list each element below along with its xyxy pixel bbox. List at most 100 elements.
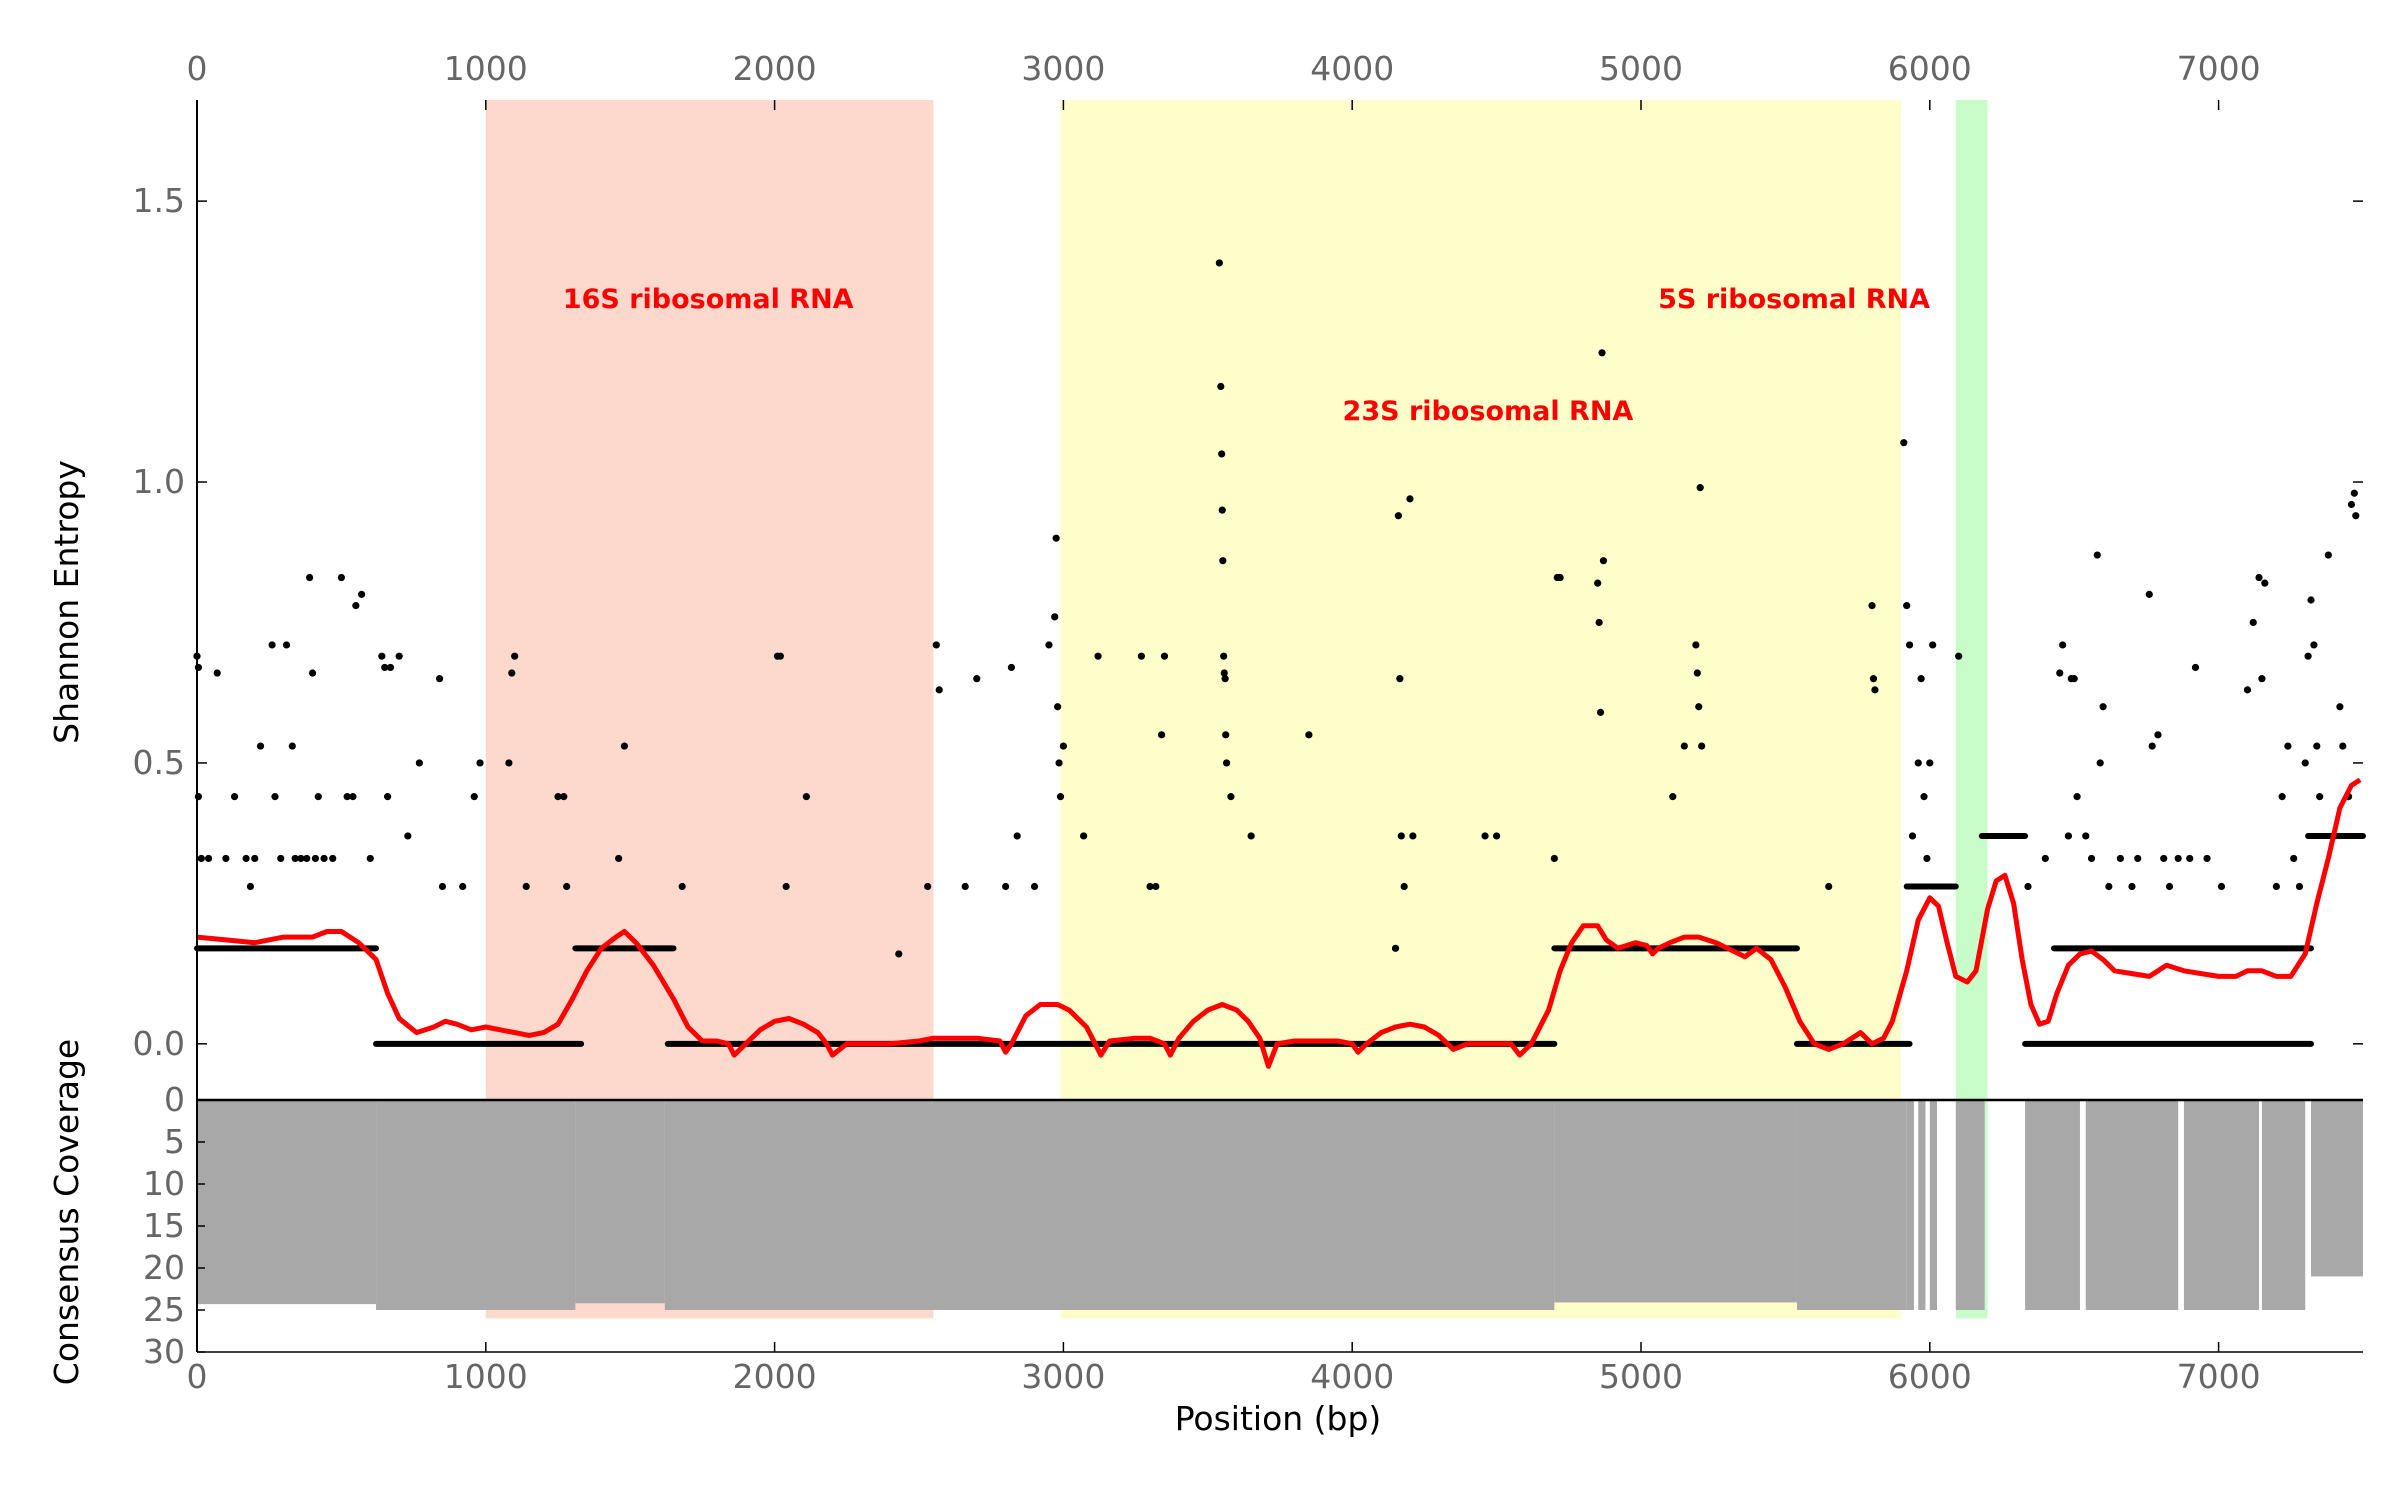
region-band-1: [1060, 100, 1901, 1100]
coverage-bar-9: [1929, 1100, 1938, 1310]
region-label-0: 16S ribosomal RNA: [563, 284, 854, 315]
entropy-point-3: [197, 854, 205, 863]
entropy-point-161: [2243, 686, 2252, 694]
entropy-point-43: [476, 759, 484, 767]
x-tick-top-label-2: 2000: [733, 49, 817, 88]
entropy-point-131: [1926, 759, 1934, 767]
entropy-point-99: [1400, 882, 1408, 891]
entropy-point-95: [1391, 944, 1400, 952]
entropy-point-93: [1247, 832, 1255, 840]
entropy-point-76: [1094, 652, 1102, 660]
entropy-point-6: [222, 854, 230, 863]
entropy-point-125: [1905, 641, 1914, 649]
x-tick-bottom-label-0: 0: [187, 1357, 208, 1396]
coverage-bar-4: [1060, 1100, 1555, 1310]
x-tick-top-label-5: 5000: [1599, 49, 1683, 88]
coverage-bar-11: [2025, 1100, 2080, 1310]
entropy-point-122: [1871, 686, 1879, 694]
x-tick-bottom-label-1: 1000: [444, 1357, 528, 1396]
entropy-point-28: [349, 793, 357, 801]
entropy-point-55: [776, 652, 784, 660]
entropy-point-114: [1692, 641, 1700, 649]
entropy-point-38: [415, 759, 423, 767]
entropy-point-18: [297, 854, 305, 863]
entropy-point-117: [1696, 484, 1704, 492]
entropy-point-52: [620, 742, 629, 750]
entropy-point-101: [1409, 832, 1417, 840]
coverage-bar-5: [1554, 1100, 1797, 1303]
entropy-point-165: [2261, 579, 2269, 587]
entropy-point-42: [470, 793, 478, 801]
entropy-point-170: [2295, 882, 2304, 891]
entropy-point-86: [1219, 557, 1227, 565]
x-tick-top-label-0: 0: [187, 49, 208, 88]
coverage-bar-13: [2183, 1100, 2260, 1310]
entropy-point-96: [1394, 512, 1403, 520]
entropy-point-39: [435, 675, 444, 683]
entropy-point-71: [1054, 703, 1062, 711]
entropy-point-128: [1917, 675, 1925, 683]
entropy-point-171: [2301, 759, 2309, 767]
entropy-point-65: [1007, 663, 1016, 672]
x-tick-top-label-7: 7000: [2177, 49, 2261, 88]
entropy-point-102: [1481, 832, 1489, 840]
x-tick-bottom-label-4: 4000: [1310, 1357, 1394, 1396]
entropy-point-74: [1059, 742, 1067, 750]
region-band-0: [485, 100, 934, 1100]
entropy-point-107: [1594, 579, 1602, 587]
entropy-point-12: [268, 641, 276, 649]
entropy-point-163: [2255, 573, 2263, 582]
y-tick-entropy-label-0: 0.0: [133, 1024, 185, 1063]
entropy-point-73: [1056, 793, 1065, 801]
y-axis-title-entropy: Shannon Entropy: [47, 460, 86, 744]
entropy-point-79: [1152, 882, 1160, 891]
entropy-point-100: [1406, 495, 1414, 503]
x-axis-title: Position (bp): [1175, 1399, 1382, 1438]
x-tick-bottom-label-6: 6000: [1888, 1357, 1972, 1396]
x-tick-bottom-label-7: 7000: [2177, 1357, 2261, 1396]
region-label-1: 23S ribosomal RNA: [1343, 396, 1634, 427]
entropy-point-50: [563, 882, 571, 891]
entropy-point-154: [2160, 854, 2168, 863]
entropy-point-8: [242, 854, 250, 863]
entropy-point-87: [1220, 652, 1228, 660]
coverage-bar-10: [1955, 1100, 1985, 1310]
entropy-point-57: [802, 793, 810, 801]
x-tick-bottom-label-5: 5000: [1599, 1357, 1683, 1396]
entropy-point-151: [2145, 590, 2153, 598]
region-band-2: [1955, 100, 1988, 1100]
entropy-point-22: [311, 854, 320, 863]
entropy-point-31: [366, 854, 374, 863]
entropy-point-26: [337, 573, 345, 582]
tick-marks-and-labels: 0 1000 2000 3000 4000 5000 6000 7000 0 1000 2000 30…: [133, 49, 2363, 1396]
coverage-bar-7: [1906, 1100, 1914, 1310]
entropy-point-143: [2087, 854, 2096, 863]
entropy-point-78: [1146, 882, 1154, 891]
entropy-point-108: [1595, 618, 1603, 627]
entropy-point-44: [505, 759, 513, 767]
entropy-point-103: [1493, 832, 1501, 840]
coverage-bar-0: [197, 1100, 377, 1305]
x-tick-top-label-6: 6000: [1888, 49, 1972, 88]
entropy-point-156: [2174, 854, 2182, 863]
entropy-point-130: [1923, 854, 1931, 863]
y-tick-entropy-label-2: 1.0: [133, 462, 185, 501]
x-tick-top-label-1: 1000: [444, 49, 528, 88]
entropy-point-166: [2272, 882, 2280, 891]
entropy-point-59: [924, 882, 932, 891]
y-tick-coverage-label-2: 10: [143, 1164, 185, 1203]
coverage-bar-15: [2311, 1100, 2363, 1277]
coverage-bar-6: [1796, 1100, 1907, 1310]
entropy-point-183: [2350, 489, 2358, 497]
entropy-point-46: [511, 652, 519, 660]
entropy-point-140: [2070, 675, 2078, 683]
entropy-point-115: [1693, 669, 1701, 677]
entropy-point-24: [320, 854, 328, 863]
entropy-point-9: [246, 882, 255, 891]
entropy-point-174: [2310, 641, 2318, 649]
entropy-point-155: [2165, 882, 2174, 891]
entropy-point-162: [2249, 618, 2257, 627]
entropy-point-169: [2290, 854, 2298, 863]
entropy-point-179: [2336, 703, 2344, 711]
entropy-point-21: [308, 669, 317, 677]
